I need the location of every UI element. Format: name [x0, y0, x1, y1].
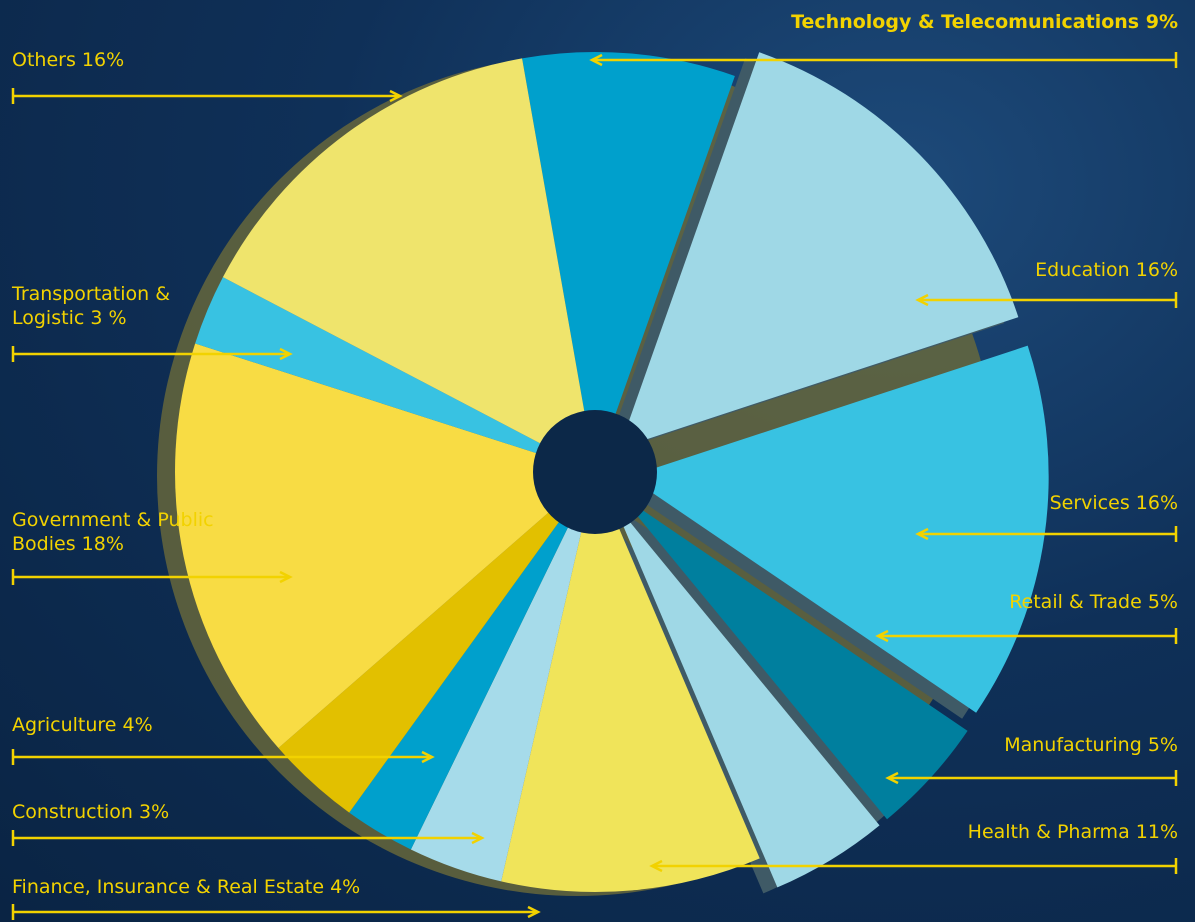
value-label: 4%	[122, 714, 153, 736]
slice-label: Government & Public Bodies 18%	[12, 508, 222, 556]
slice-label: Technology & Telecomunications 9%	[678, 10, 1178, 34]
leader-arrow	[885, 771, 899, 785]
category-name: Construction	[12, 801, 133, 823]
pie-slice	[349, 472, 595, 850]
pie-slice	[410, 472, 595, 882]
pie-slice	[278, 472, 595, 813]
value-label: 18%	[81, 533, 124, 555]
pie-slice	[501, 472, 760, 892]
slice-label: Finance, Insurance & Real Estate 4%	[12, 875, 512, 899]
leader-arrow	[527, 905, 541, 919]
category-name: Agriculture	[12, 714, 117, 736]
value-label: 16%	[1135, 259, 1178, 281]
category-name: Technology & Telecomunications	[791, 11, 1140, 33]
slice-label: Services 16%	[878, 491, 1178, 515]
slice-label: Manufacturing 5%	[878, 733, 1178, 757]
slice-label: Agriculture 4%	[12, 713, 412, 737]
category-name: Government & Public Bodies	[12, 509, 214, 555]
slice-label: Others 16%	[12, 48, 412, 72]
slice-label: Health & Pharma 11%	[878, 820, 1178, 844]
category-name: Transportation & Logistic	[12, 283, 171, 329]
category-name: Others	[12, 49, 76, 71]
value-label: 3%	[139, 801, 170, 823]
pie-slice	[522, 52, 735, 473]
slice-label: Retail & Trade 5%	[878, 590, 1178, 614]
leader-arrow	[471, 831, 485, 845]
leader-arrow	[649, 859, 663, 873]
category-name: Education	[1035, 259, 1130, 281]
value-label: 11%	[1135, 821, 1178, 843]
leader-arrow	[279, 347, 293, 361]
pie-slice	[222, 58, 595, 473]
category-name: Manufacturing	[1004, 734, 1142, 756]
category-name: Finance, Insurance & Real Estate	[12, 876, 325, 898]
value-label: 3 %	[90, 307, 127, 329]
category-name: Health & Pharma	[967, 821, 1130, 843]
pie-slice	[619, 52, 1019, 449]
pie-slice	[620, 494, 968, 820]
category-name: Retail & Trade	[1009, 591, 1142, 613]
value-label: 16%	[1135, 492, 1178, 514]
value-label: 5%	[1147, 734, 1178, 756]
leader-arrow	[875, 629, 889, 643]
leader-arrow	[589, 53, 603, 67]
category-name: Services	[1049, 492, 1130, 514]
value-label: 9%	[1145, 11, 1178, 33]
slice-label: Education 16%	[878, 258, 1178, 282]
pie-slice	[175, 343, 595, 749]
leader-arrow	[389, 89, 403, 103]
pie-slice	[628, 345, 1049, 713]
leader-arrow	[421, 750, 435, 764]
value-label: 4%	[330, 876, 361, 898]
value-label: 16%	[81, 49, 125, 71]
slice-label: Transportation & Logistic 3 %	[12, 282, 212, 330]
pie-hole	[533, 410, 657, 534]
leader-arrow	[915, 527, 929, 541]
pie-slice	[195, 277, 595, 472]
leader-arrow	[915, 293, 929, 307]
leader-arrow	[279, 570, 293, 584]
slice-label: Construction 3%	[12, 800, 412, 824]
pie-slice	[612, 501, 880, 888]
value-label: 5%	[1147, 591, 1178, 613]
